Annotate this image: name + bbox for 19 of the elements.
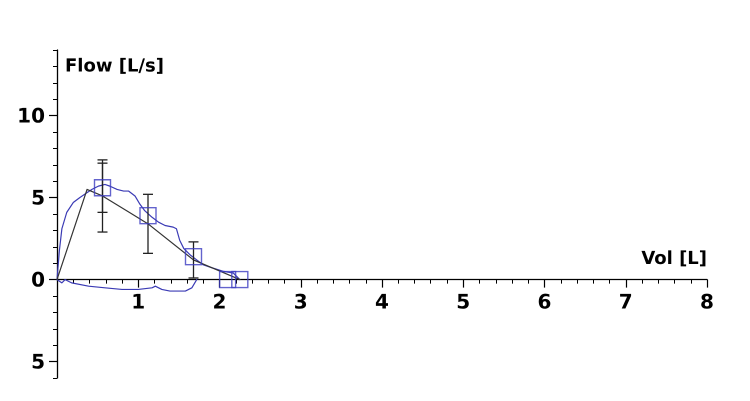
x-tick-label: 7 xyxy=(618,290,633,314)
x-tick-label: 3 xyxy=(294,290,308,314)
point xyxy=(184,248,202,266)
x-tick-label: 6 xyxy=(538,290,552,314)
y-tick-label: 5 xyxy=(31,350,45,374)
y-tick-label: 5 xyxy=(31,186,45,210)
x-tick-label: 8 xyxy=(700,290,714,314)
x-tick-label: 1 xyxy=(131,290,146,314)
x-tick-label: 5 xyxy=(456,290,470,314)
y-tick-label: 10 xyxy=(17,104,45,128)
point xyxy=(218,270,236,288)
x-tick-label: 4 xyxy=(375,290,389,314)
point xyxy=(231,270,249,288)
x-axis-title: Vol [L] xyxy=(641,248,707,270)
point xyxy=(139,206,157,224)
x-tick-label: 2 xyxy=(212,290,226,314)
y-tick-label: 0 xyxy=(31,268,45,292)
y-axis-title: Flow [L/s] xyxy=(65,56,164,76)
point xyxy=(94,179,112,196)
